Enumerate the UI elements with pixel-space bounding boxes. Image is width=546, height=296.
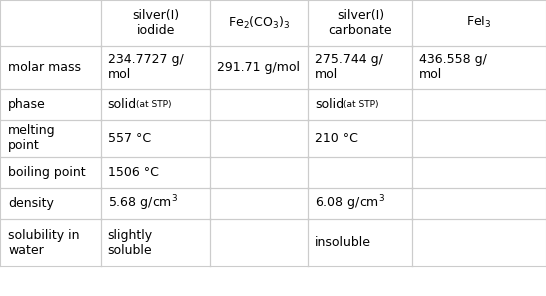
Text: (at STP): (at STP) bbox=[343, 100, 379, 109]
Text: solubility in
water: solubility in water bbox=[8, 229, 80, 257]
Text: insoluble: insoluble bbox=[315, 236, 371, 249]
Text: 436.558 g/
mol: 436.558 g/ mol bbox=[419, 53, 486, 81]
Text: density: density bbox=[8, 197, 54, 210]
Text: solid: solid bbox=[108, 98, 136, 111]
Text: slightly
soluble: slightly soluble bbox=[108, 229, 153, 257]
Text: 1506 °C: 1506 °C bbox=[108, 166, 158, 179]
Text: 234.7727 g/
mol: 234.7727 g/ mol bbox=[108, 53, 183, 81]
Text: 210 °C: 210 °C bbox=[315, 132, 358, 145]
Text: molar mass: molar mass bbox=[8, 61, 81, 74]
Text: boiling point: boiling point bbox=[8, 166, 86, 179]
Text: silver(I)
carbonate: silver(I) carbonate bbox=[329, 9, 392, 37]
Text: 275.744 g/
mol: 275.744 g/ mol bbox=[315, 53, 383, 81]
Text: (at STP): (at STP) bbox=[136, 100, 171, 109]
Text: $\mathregular{5.68\ g/cm^3}$: $\mathregular{5.68\ g/cm^3}$ bbox=[108, 194, 177, 213]
Text: $\mathregular{Fe_2(CO_3)_3}$: $\mathregular{Fe_2(CO_3)_3}$ bbox=[228, 15, 290, 31]
Text: 557 °C: 557 °C bbox=[108, 132, 151, 145]
Text: solid: solid bbox=[315, 98, 344, 111]
Text: silver(I)
iodide: silver(I) iodide bbox=[132, 9, 179, 37]
Text: $\mathregular{6.08\ g/cm^3}$: $\mathregular{6.08\ g/cm^3}$ bbox=[315, 194, 385, 213]
Text: melting
point: melting point bbox=[8, 124, 56, 152]
Text: $\mathregular{FeI_3}$: $\mathregular{FeI_3}$ bbox=[466, 15, 492, 30]
Text: 291.71 g/mol: 291.71 g/mol bbox=[217, 61, 300, 74]
Text: phase: phase bbox=[8, 98, 46, 111]
